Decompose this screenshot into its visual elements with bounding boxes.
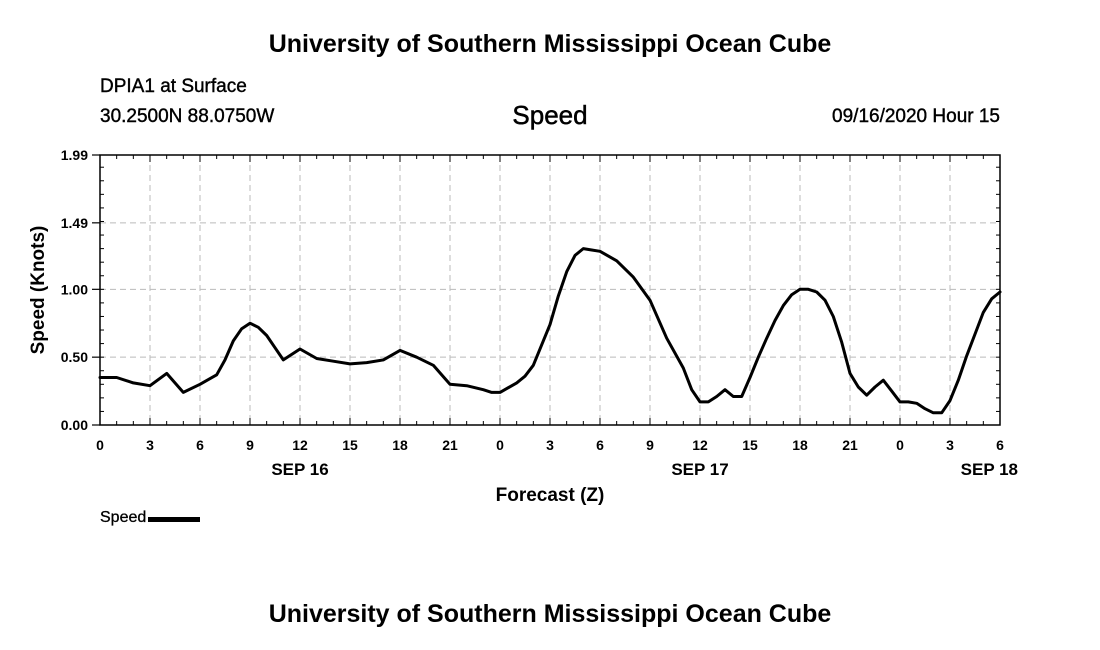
legend: Speed [100,509,201,527]
grid [100,155,1000,425]
date-labels: SEP 16 SEP 17 SEP 18 [271,460,1018,479]
datetime-label: 09/16/2020 Hour 15 [832,106,1000,127]
date-label: SEP 18 [961,460,1018,479]
x-tick-label: 15 [742,437,758,453]
y-tick-label: 1.99 [61,147,88,163]
x-tick-label: 3 [146,437,154,453]
x-tick-label: 9 [246,437,254,453]
footer-title: University of Southern Mississippi Ocean… [268,600,832,628]
y-axis-title: Speed (Knots) [28,226,49,355]
page-title: University of Southern Mississippi Ocean… [268,30,832,58]
y-tick-label: 1.49 [61,215,88,231]
y-tick-label: 0.00 [61,417,88,433]
x-tick-label: 6 [996,437,1004,453]
chart-title: Speed [512,100,588,131]
x-tick-label: 0 [496,437,504,453]
y-tick-label: 1.00 [61,281,88,297]
x-tick-label: 12 [692,437,708,453]
x-tick-label: 3 [946,437,954,453]
legend-swatch [148,517,201,522]
x-tick-label: 18 [392,437,408,453]
x-tick-label: 0 [896,437,904,453]
x-tick-label: 12 [292,437,308,453]
speed-series-line [98,247,1002,415]
x-axis-title: Forecast (Z) [496,485,605,506]
x-tick-label: 6 [596,437,604,453]
x-axis: 0 3 6 9 12 15 18 21 0 3 6 9 12 15 18 21 0 3 6 [96,437,1004,453]
x-tick-label: 6 [196,437,204,453]
x-tick-label: 21 [442,437,458,453]
y-axis: 0.00 0.50 1.00 1.49 1.99 [61,147,100,433]
coordinates-label: 30.2500N 88.0750W [100,106,275,127]
date-label: SEP 16 [271,460,328,479]
legend-label: Speed [100,509,147,526]
x-tick-label: 18 [792,437,808,453]
y-tick-label: 0.50 [61,349,88,365]
date-label: SEP 17 [671,460,728,479]
plot-frame [99,154,1001,426]
series-layer [98,247,1002,415]
x-tick-label: 9 [646,437,654,453]
x-tick-label: 15 [342,437,358,453]
x-tick-label: 21 [842,437,858,453]
x-tick-label: 0 [96,437,104,453]
x-tick-label: 3 [546,437,554,453]
station-label: DPIA1 at Surface [100,76,247,97]
